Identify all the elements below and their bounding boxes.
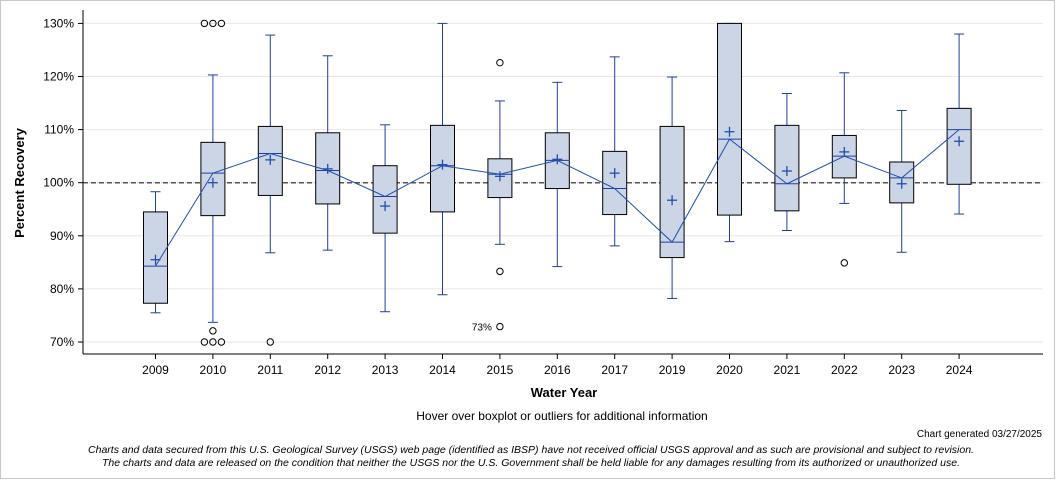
boxplot-2022[interactable] (831, 72, 857, 204)
y-axis-title: Percent Recovery (12, 127, 27, 238)
boxplot-2017[interactable] (602, 56, 628, 247)
x-tick-label: 2015 (487, 363, 514, 377)
median-connect-line (155, 129, 960, 267)
outlier-point[interactable] (209, 338, 217, 346)
y-tick-label: 80% (50, 282, 74, 296)
y-tick-label: 70% (50, 335, 74, 349)
box-iqr[interactable] (946, 107, 972, 185)
x-tick-label: 2013 (372, 363, 399, 377)
x-tick-label: 2019 (659, 363, 686, 377)
outlier-point[interactable] (209, 19, 217, 28)
boxplot-2013[interactable] (372, 124, 398, 313)
boxplot-2014[interactable] (430, 22, 455, 296)
x-tick-label: 2020 (716, 363, 743, 377)
outlier-point[interactable] (496, 322, 504, 331)
axes: 70% 80% 90% 100% 110% 120% 130% 2009 2010 2011 201… (43, 10, 1043, 377)
x-tick-label: 2010 (200, 363, 227, 377)
outlier-point[interactable] (496, 267, 504, 276)
x-tick-label: 2009 (142, 363, 169, 377)
outliers-layer[interactable]: 73% (200, 19, 848, 346)
outlier-point[interactable] (200, 19, 209, 28)
boxplot-2021[interactable] (774, 92, 800, 231)
box-iqr[interactable] (717, 22, 742, 216)
x-tick-label: 2016 (544, 363, 571, 377)
x-tick-label: 2011 (257, 363, 283, 377)
boxplot-2009[interactable] (143, 191, 168, 314)
boxplot-2019[interactable] (659, 76, 685, 299)
box-iqr[interactable] (602, 150, 628, 216)
boxplot-2016[interactable] (544, 81, 570, 268)
outlier-point[interactable] (840, 259, 848, 267)
y-tick-label: 100% (43, 176, 74, 190)
mean-line-layer (155, 129, 960, 267)
boxes-layer[interactable] (143, 22, 972, 323)
x-tick-label: 2017 (601, 363, 628, 377)
chart-generated-date: Chart generated 03/27/2025 (916, 429, 1042, 440)
hover-note: Hover over boxplot or outliers for addit… (416, 409, 708, 423)
outlier-point[interactable] (209, 327, 217, 335)
x-tick-label: 2012 (314, 363, 341, 377)
y-tick-label: 130% (43, 16, 74, 30)
outlier-annotation: 73% (472, 323, 492, 334)
outlier-point[interactable] (217, 338, 226, 346)
boxplot-2015[interactable] (487, 100, 513, 245)
x-tick-label: 2014 (429, 363, 456, 377)
boxplot-2024[interactable] (946, 33, 972, 215)
box-iqr[interactable] (372, 165, 398, 234)
box-iqr[interactable] (659, 125, 685, 259)
disclaimer-line-1: Charts and data secured from this U.S. G… (88, 444, 974, 456)
boxplot-2010[interactable] (200, 74, 226, 323)
boxplot-2023[interactable] (889, 109, 915, 253)
y-tick-label: 120% (43, 70, 74, 84)
x-tick-label: 2023 (888, 363, 915, 377)
x-tick-label: 2021 (774, 363, 801, 377)
outlier-point[interactable] (217, 19, 226, 28)
boxplot-2012[interactable] (315, 55, 341, 251)
outlier-point[interactable] (496, 58, 504, 67)
outlier-point[interactable] (266, 338, 274, 346)
outlier-point[interactable] (200, 338, 209, 346)
x-tick-label: 2022 (831, 363, 858, 377)
boxplot-2011[interactable] (257, 34, 283, 254)
x-tick-label: 2024 (946, 363, 973, 377)
disclaimer-line-2: The charts and data are released on the … (102, 457, 960, 469)
boxplot-2020[interactable] (717, 22, 742, 243)
x-axis-title: Water Year (531, 385, 598, 400)
y-tick-label: 90% (50, 229, 74, 243)
y-tick-label: 110% (44, 123, 74, 137)
